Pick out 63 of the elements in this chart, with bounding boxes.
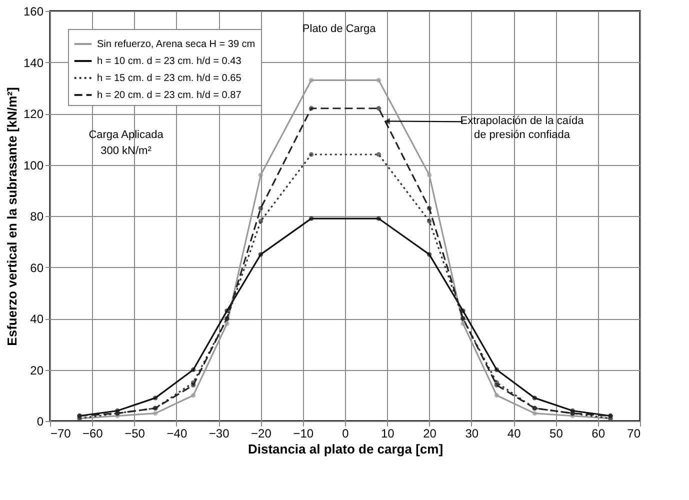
y-tick-label: 140: [23, 56, 44, 70]
point: [426, 172, 432, 178]
y-tick-label: 40: [30, 312, 44, 326]
point: [376, 216, 382, 221]
x-tick-label: −30: [208, 426, 230, 440]
point: [426, 252, 432, 257]
point: [460, 308, 466, 314]
point: [224, 321, 230, 326]
x-tick-label: 70: [627, 426, 641, 440]
x-tick-label: −10: [293, 426, 314, 440]
x-axis-title: Distancia al plato de carga [cm]: [248, 442, 444, 456]
y-tick-label: 160: [23, 4, 44, 18]
point: [224, 308, 230, 314]
x-tick-label: −60: [82, 426, 104, 440]
legend-label: h = 15 cm. d = 23 cm. h/d = 0.65: [97, 73, 242, 84]
x-tick-label: 10: [380, 426, 395, 440]
point: [153, 410, 158, 416]
legend-label: h = 10 cm. d = 23 cm. h/d = 0.43: [97, 56, 242, 67]
x-tick-label: 60: [592, 426, 606, 440]
annotation: Plato de Carga: [302, 23, 377, 35]
point: [258, 218, 264, 224]
y-tick-label: 120: [23, 107, 44, 121]
point: [426, 218, 432, 224]
point: [376, 78, 382, 83]
point: [258, 206, 264, 211]
x-tick-label: 0: [342, 426, 350, 440]
point: [494, 367, 500, 372]
point: [494, 382, 500, 388]
point: [258, 252, 264, 257]
y-tick-label: 80: [30, 210, 44, 224]
point: [190, 382, 196, 388]
point: [308, 152, 314, 157]
x-tick-label: 40: [507, 426, 522, 440]
x-tick-label: 50: [550, 426, 564, 440]
point: [376, 152, 382, 157]
point: [308, 216, 314, 221]
point: [532, 410, 537, 416]
point: [308, 106, 314, 111]
point: [494, 393, 500, 398]
y-tick-label: 100: [23, 158, 44, 172]
annotation: Extrapolación de la caída de presión confiada: [460, 114, 585, 141]
x-tick-label: 30: [465, 426, 479, 440]
annotation: Carga Aplicada 300 kN/m²: [88, 129, 164, 157]
legend-label: h = 20 cm. d = 23 cm. h/d = 0.87: [97, 90, 242, 101]
y-tick-label: 0: [36, 414, 44, 428]
x-tick-label: −70: [50, 426, 72, 440]
point: [460, 321, 466, 326]
point: [190, 367, 196, 372]
x-tick-label: −40: [166, 426, 188, 440]
point: [308, 78, 314, 83]
point: [258, 172, 264, 178]
y-axis-title: Esfuerzo vertical en la subrasante [kN/m²]: [4, 87, 20, 346]
x-tick-label: −20: [251, 426, 272, 440]
point: [426, 206, 432, 211]
point: [153, 396, 158, 400]
point: [190, 393, 196, 398]
y-tick-label: 60: [30, 260, 44, 275]
x-tick-label: 20: [423, 426, 437, 440]
point: [532, 396, 537, 400]
x-tick-label: −50: [124, 426, 146, 440]
legend-label: Sin refuerzo, Arena seca H = 39 cm: [97, 39, 256, 50]
point: [376, 106, 382, 111]
y-tick-label: 20: [30, 363, 44, 378]
